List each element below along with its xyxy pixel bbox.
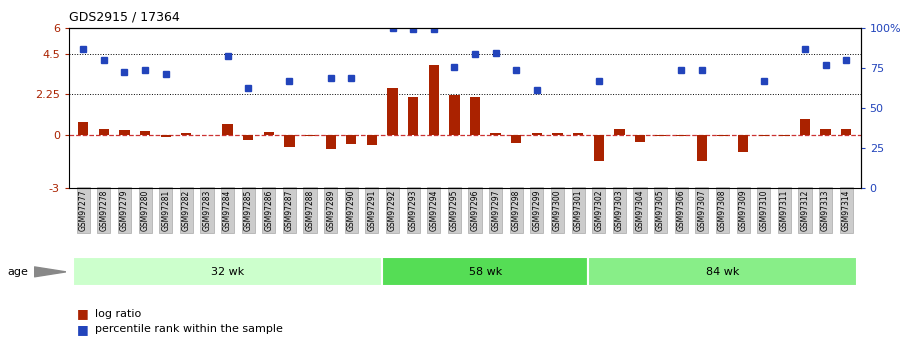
Bar xyxy=(718,135,728,136)
Bar xyxy=(470,97,481,135)
Bar xyxy=(655,135,666,136)
Bar xyxy=(552,133,563,135)
Bar xyxy=(305,135,315,136)
Bar xyxy=(160,135,171,137)
Bar xyxy=(408,97,418,135)
Bar xyxy=(676,135,686,136)
Bar xyxy=(821,129,831,135)
Text: ■: ■ xyxy=(77,307,89,321)
Text: 32 wk: 32 wk xyxy=(211,267,244,277)
Bar xyxy=(614,129,624,135)
Bar xyxy=(367,135,377,145)
Bar xyxy=(119,130,129,135)
Bar xyxy=(181,133,192,135)
Bar xyxy=(841,129,852,135)
Bar xyxy=(758,135,769,136)
Bar xyxy=(99,129,109,135)
Bar xyxy=(738,135,748,152)
Polygon shape xyxy=(34,267,66,277)
Bar xyxy=(202,135,212,136)
Bar xyxy=(73,257,382,286)
Bar xyxy=(243,135,253,140)
Bar xyxy=(779,135,789,136)
Text: percentile rank within the sample: percentile rank within the sample xyxy=(95,325,283,334)
Bar xyxy=(326,135,336,149)
Bar xyxy=(573,133,584,135)
Bar xyxy=(588,257,856,286)
Bar xyxy=(346,135,357,144)
Bar xyxy=(429,65,439,135)
Bar xyxy=(78,122,89,135)
Bar xyxy=(800,119,810,135)
Bar xyxy=(511,135,521,144)
Bar xyxy=(382,257,588,286)
Bar xyxy=(263,132,274,135)
Bar xyxy=(223,124,233,135)
Text: log ratio: log ratio xyxy=(95,309,141,319)
Text: 84 wk: 84 wk xyxy=(706,267,739,277)
Bar xyxy=(532,133,542,135)
Bar xyxy=(697,135,707,161)
Bar xyxy=(387,88,397,135)
Text: GDS2915 / 17364: GDS2915 / 17364 xyxy=(69,10,179,23)
Bar xyxy=(140,131,150,135)
Bar xyxy=(634,135,645,142)
Text: ■: ■ xyxy=(77,323,89,336)
Bar xyxy=(449,95,460,135)
Text: age: age xyxy=(7,267,28,277)
Bar xyxy=(284,135,295,147)
Bar xyxy=(491,133,500,135)
Bar xyxy=(594,135,604,161)
Text: 58 wk: 58 wk xyxy=(469,267,502,277)
